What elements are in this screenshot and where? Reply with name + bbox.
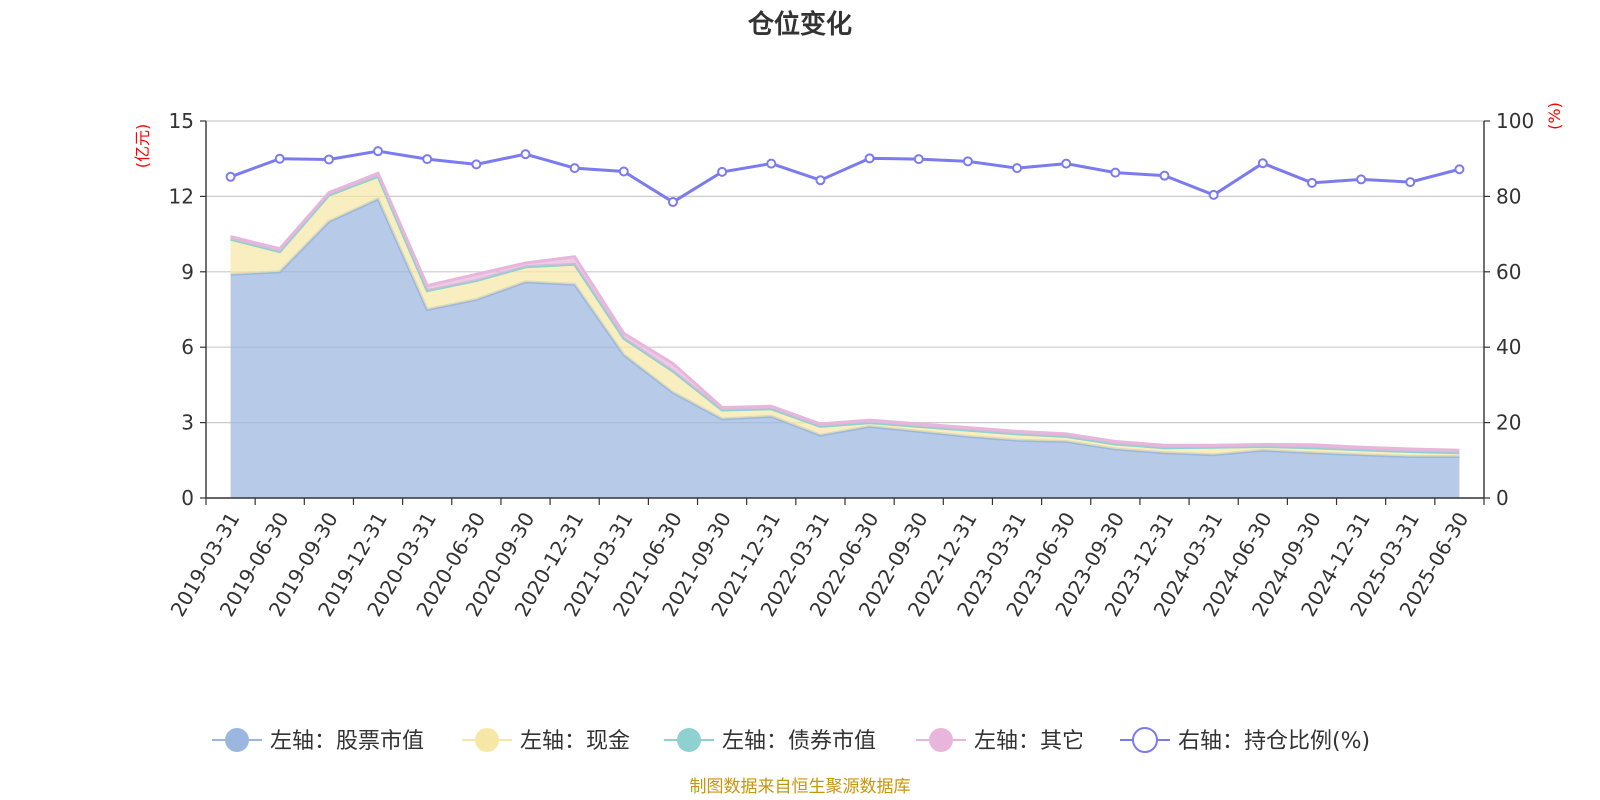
left-axis-tick-label: 12 — [169, 184, 194, 208]
position-ratio-line — [225, 146, 1465, 208]
data-source-note: 制图数据来自恒生聚源数据库 — [690, 777, 911, 797]
stacked-areas — [230, 171, 1460, 498]
area-fill — [230, 176, 1460, 457]
ratio-point — [569, 163, 580, 174]
ratio-point — [1208, 189, 1219, 200]
right-axis-tick-label: 100 — [1496, 109, 1534, 133]
legend[interactable]: 左轴：股票市值 左轴：现金 左轴：债券市值 左轴：其它 右轴：持仓比例(%) — [212, 727, 1370, 754]
left-axis-tick-label: 15 — [169, 109, 194, 133]
ratio-point — [323, 154, 334, 165]
legend-label: 左轴：现金 — [520, 729, 630, 754]
ratio-point — [1257, 158, 1268, 169]
ratio-point — [1356, 174, 1367, 185]
ratio-point — [1159, 170, 1170, 181]
left-axis-tick-label: 9 — [181, 260, 194, 284]
right-axis-unit: (%) — [1545, 102, 1564, 130]
ratio-point — [1012, 163, 1023, 174]
legend-item[interactable]: 右轴：持仓比例(%) — [1120, 727, 1370, 754]
ratio-point — [766, 158, 777, 169]
legend-item[interactable]: 左轴：其它 — [916, 728, 1084, 754]
ratio-point — [274, 153, 285, 164]
ratio-point — [1110, 167, 1121, 178]
right-axis-tick-label: 80 — [1496, 184, 1521, 208]
area-top-line — [230, 171, 1460, 452]
left-axis-unit: (亿元) — [133, 124, 152, 169]
ratio-point — [864, 153, 875, 164]
legend-label: 左轴：股票市值 — [270, 729, 424, 754]
ratio-point — [373, 146, 384, 157]
right-axis-tick-label: 20 — [1496, 411, 1521, 435]
legend-item[interactable]: 左轴：债券市值 — [664, 728, 876, 754]
legend-item[interactable]: 左轴：现金 — [462, 728, 630, 754]
legend-marker — [475, 728, 499, 752]
legend-label: 左轴：债券市值 — [722, 729, 876, 754]
right-axis-tick-label: 40 — [1496, 335, 1521, 359]
legend-marker — [929, 728, 953, 752]
legend-marker — [1132, 727, 1158, 753]
ratio-point — [1306, 177, 1317, 188]
ratio-point — [667, 197, 678, 208]
ratio-point — [1061, 158, 1072, 169]
ratio-point — [913, 154, 924, 165]
ratio-point — [717, 166, 728, 177]
ratio-point — [815, 175, 826, 186]
left-axis-tick-label: 3 — [181, 411, 194, 435]
legend-label: 左轴：其它 — [974, 729, 1084, 754]
legend-marker — [225, 728, 249, 752]
ratio-point — [471, 159, 482, 170]
left-axis-tick-label: 6 — [181, 335, 194, 359]
right-axis-tick-label: 0 — [1496, 486, 1509, 510]
right-axis-tick-label: 60 — [1496, 260, 1521, 284]
ratio-point — [1454, 164, 1465, 175]
ratio-point — [225, 171, 236, 182]
legend-marker — [677, 728, 701, 752]
ratio-point — [1405, 177, 1416, 188]
ratio-point — [618, 166, 629, 177]
ratio-point — [962, 156, 973, 167]
area-fill — [230, 198, 1460, 498]
chart-title: 仓位变化 — [747, 9, 852, 40]
ratio-point — [422, 154, 433, 165]
ratio-point — [520, 149, 531, 160]
ratio-line-path — [230, 149, 1460, 204]
left-axis-tick-label: 0 — [181, 486, 194, 510]
legend-label: 右轴：持仓比例(%) — [1178, 729, 1370, 754]
legend-item[interactable]: 左轴：股票市值 — [212, 728, 424, 754]
